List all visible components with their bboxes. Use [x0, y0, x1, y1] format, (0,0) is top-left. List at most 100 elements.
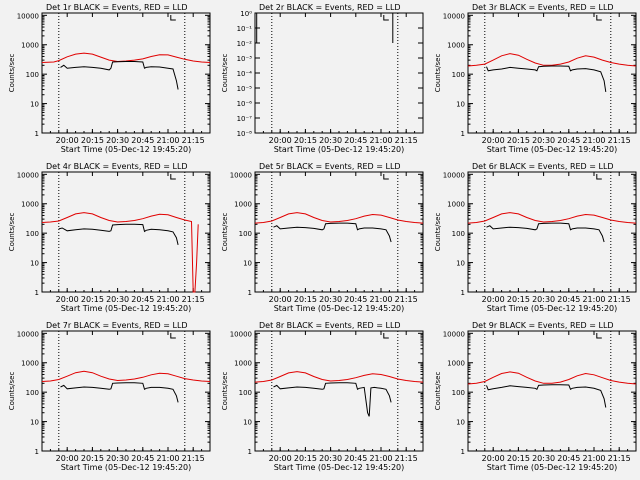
y-axis-label: Counts/sec — [434, 213, 442, 252]
y-tick-label: 10⁻⁶ — [237, 100, 253, 108]
events-series-line — [60, 61, 179, 90]
y-tick-label: 10⁻⁸ — [237, 130, 253, 138]
x-tick-label: 21:00 — [582, 454, 605, 463]
events-series-line — [486, 222, 605, 243]
panel-title: Det 3r BLACK = Events, RED = LLD — [472, 3, 614, 12]
events-series-line — [273, 382, 392, 417]
x-axis-label: Start Time (05-Dec-12 19:45:20) — [487, 145, 618, 154]
y-axis-label: Counts/sec — [8, 213, 16, 252]
x-tick-label: 21:15 — [395, 295, 418, 304]
y-tick-label: 10 — [243, 260, 252, 268]
x-tick-label: 20:15 — [294, 136, 317, 145]
x-tick-label: 20:30 — [106, 454, 129, 463]
y-tick-label: 10⁻⁷ — [237, 115, 253, 123]
x-tick-label: 20:30 — [106, 295, 129, 304]
panel-title: Det 7r BLACK = Events, RED = LLD — [46, 321, 188, 330]
y-tick-label: 1000 — [234, 360, 252, 368]
y-tick-label: 1000 — [21, 360, 39, 368]
y-tick-label: 10000 — [17, 330, 39, 338]
y-tick-label: 100 — [452, 389, 465, 397]
x-tick-label: 20:00 — [269, 295, 292, 304]
y-tick-label: 10000 — [443, 171, 465, 179]
x-tick-label: 20:00 — [56, 295, 79, 304]
y-tick-label: 1000 — [447, 42, 465, 50]
x-tick-label: 20:45 — [131, 454, 154, 463]
x-tick-label: 21:00 — [156, 295, 179, 304]
panel-title: Det 8r BLACK = Events, RED = LLD — [259, 321, 401, 330]
x-tick-label: 20:45 — [344, 136, 367, 145]
x-tick-label: 20:00 — [56, 454, 79, 463]
y-tick-label: 10 — [456, 101, 465, 109]
y-axis-label: Counts/sec — [8, 372, 16, 411]
lld-series-line — [254, 371, 424, 383]
lld-series-line — [467, 53, 637, 67]
x-tick-label: 20:15 — [507, 136, 530, 145]
panel-det7: Det 7r BLACK = Events, RED = LLD 20:00 20:… — [8, 321, 211, 472]
y-tick-label: 10000 — [17, 171, 39, 179]
x-tick-label: 21:15 — [182, 454, 205, 463]
x-tick-label: 20:00 — [56, 136, 79, 145]
y-axis-label: Counts/sec — [434, 372, 442, 411]
y-tick-label: 1000 — [447, 201, 465, 209]
y-tick-label: 1 — [248, 289, 252, 297]
y-tick-label: 1 — [35, 130, 39, 138]
y-tick-label: 1 — [461, 448, 465, 456]
y-tick-label: 10000 — [230, 171, 252, 179]
panel-title: Det 9r BLACK = Events, RED = LLD — [472, 321, 614, 330]
x-tick-label: 20:15 — [81, 136, 104, 145]
y-tick-label: 10⁻⁵ — [237, 85, 253, 93]
panel-det9: Det 9r BLACK = Events, RED = LLD 20:00 20:… — [434, 321, 637, 472]
x-tick-label: 20:00 — [482, 454, 505, 463]
y-tick-label: 100 — [239, 230, 252, 238]
x-tick-label: 21:00 — [582, 136, 605, 145]
y-axis-label: Counts/sec — [221, 372, 229, 411]
y-tick-label: 100 — [26, 389, 39, 397]
x-tick-label: 20:15 — [294, 295, 317, 304]
x-tick-label: 20:30 — [106, 136, 129, 145]
x-tick-label: 21:15 — [182, 136, 205, 145]
bracket-mark — [596, 174, 602, 180]
y-tick-label: 10 — [30, 419, 39, 427]
y-axis-label: Counts/sec — [8, 54, 16, 93]
events-series-line — [486, 65, 607, 92]
bracket-mark — [596, 333, 602, 339]
x-tick-label: 20:45 — [344, 295, 367, 304]
events-series-line — [273, 222, 392, 243]
x-tick-label: 20:15 — [294, 454, 317, 463]
x-tick-label: 20:30 — [532, 295, 555, 304]
bracket-mark — [383, 174, 389, 180]
x-tick-label: 20:30 — [319, 454, 342, 463]
x-tick-label: 20:00 — [269, 454, 292, 463]
x-tick-label: 20:30 — [532, 454, 555, 463]
x-tick-label: 20:00 — [482, 295, 505, 304]
y-tick-label: 10⁻² — [237, 40, 253, 48]
bracket-mark — [596, 15, 602, 21]
y-tick-label: 100 — [452, 230, 465, 238]
x-tick-label: 21:15 — [608, 136, 631, 145]
x-axis-label: Start Time (05-Dec-12 19:45:20) — [274, 304, 405, 313]
x-tick-label: 20:15 — [81, 295, 104, 304]
x-axis-label: Start Time (05-Dec-12 19:45:20) — [487, 463, 618, 472]
events-series-line — [392, 12, 397, 43]
panel-title: Det 1r BLACK = Events, RED = LLD — [46, 3, 188, 12]
y-tick-label: 100 — [26, 71, 39, 79]
bracket-mark — [170, 333, 176, 339]
y-tick-label: 1 — [461, 289, 465, 297]
y-axis-label: Counts/sec — [221, 54, 229, 93]
bracket-mark — [383, 15, 389, 21]
x-tick-label: 20:30 — [319, 295, 342, 304]
x-axis-label: Start Time (05-Dec-12 19:45:20) — [487, 304, 618, 313]
x-tick-label: 21:15 — [608, 454, 631, 463]
x-axis-label: Start Time (05-Dec-12 19:45:20) — [274, 463, 405, 472]
lld-series-line — [254, 212, 424, 224]
events-series-line — [486, 384, 607, 408]
y-tick-label: 1 — [35, 289, 39, 297]
x-tick-label: 20:45 — [131, 136, 154, 145]
bracket-mark — [170, 15, 176, 21]
